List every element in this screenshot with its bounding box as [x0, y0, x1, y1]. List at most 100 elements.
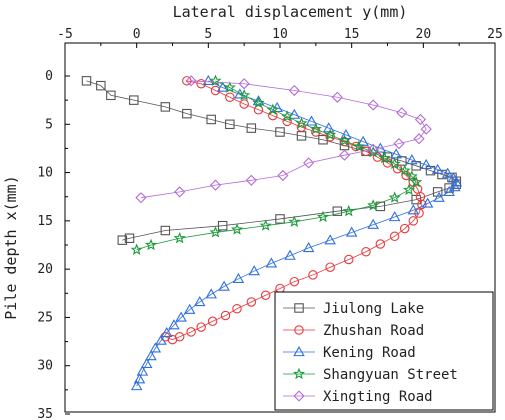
y-tick-label: 10	[37, 166, 53, 181]
data-point-shangyuan-street	[281, 110, 294, 122]
series-line-xingting-road	[140, 80, 427, 199]
data-point-shangyuan-street	[352, 140, 365, 152]
data-point-jiulong-lake	[275, 127, 285, 137]
data-point-zhushan-road	[308, 270, 318, 280]
data-point-kening-road	[324, 234, 336, 245]
data-point-kening-road	[420, 158, 432, 170]
x-tick-label: -5	[57, 27, 73, 42]
x-tick-label: 25	[487, 27, 503, 42]
data-point-jiulong-lake	[275, 214, 285, 224]
data-point-zhushan-road	[196, 78, 206, 89]
x-axis-title: Lateral displacement y(mm)	[173, 3, 408, 21]
series-shangyuan-street	[130, 74, 423, 255]
legend-marker-xingting-road	[293, 390, 305, 402]
x-tick-label: 5	[204, 27, 212, 42]
data-point-xingting-road	[367, 143, 379, 156]
legend-marker-jiulong-lake	[294, 303, 304, 313]
data-point-xingting-road	[209, 179, 222, 191]
y-tick-label: 30	[37, 359, 53, 374]
data-point-xingting-road	[331, 91, 343, 103]
data-point-kening-road	[216, 81, 229, 92]
data-point-zhushan-road	[186, 327, 196, 337]
legend-marker-zhushan-road	[294, 325, 304, 335]
series-xingting-road	[135, 75, 432, 204]
data-point-xingting-road	[396, 107, 408, 119]
data-point-shangyuan-street	[130, 243, 143, 255]
y-axis-ticks: 0 5 10 15 20 25 30 35	[37, 69, 70, 420]
data-point-zhushan-road	[225, 92, 235, 102]
data-point-zhushan-road	[289, 276, 300, 287]
data-point-shangyuan-street	[252, 96, 265, 109]
data-point-kening-road	[175, 311, 187, 322]
y-axis-title: Pile depth x(mm)	[2, 175, 20, 320]
data-point-zhushan-road	[361, 247, 371, 257]
data-point-jiulong-lake	[437, 169, 447, 180]
data-point-xingting-road	[303, 157, 315, 169]
data-point-shangyuan-street	[209, 226, 222, 238]
data-point-kening-road	[305, 115, 318, 126]
data-point-shangyuan-street	[266, 103, 279, 115]
series-layer	[81, 74, 463, 391]
legend-box	[274, 291, 494, 411]
data-point-zhushan-road	[408, 216, 419, 226]
data-point-shangyuan-street	[410, 175, 423, 188]
data-point-kening-road	[433, 191, 445, 202]
data-point-shangyuan-street	[173, 231, 186, 244]
data-point-kening-road	[449, 181, 461, 192]
data-point-zhushan-road	[182, 76, 192, 86]
y-tick-label: 0	[45, 69, 53, 84]
y-tick-label: 25	[37, 310, 53, 325]
data-point-zhushan-road	[239, 99, 249, 109]
y-tick-label: 15	[37, 214, 53, 229]
data-point-kening-road	[345, 226, 358, 237]
data-point-zhushan-road	[196, 322, 206, 332]
data-point-shangyuan-street	[316, 210, 330, 223]
data-point-shangyuan-street	[209, 74, 222, 86]
data-point-kening-road	[155, 334, 167, 345]
data-point-kening-road	[367, 218, 379, 229]
data-point-jiulong-lake	[225, 119, 235, 130]
data-point-kening-road	[130, 380, 143, 391]
data-point-kening-road	[248, 265, 260, 276]
x-tick-label: 20	[416, 27, 432, 42]
data-point-jiulong-lake	[332, 206, 343, 216]
data-point-shangyuan-street	[367, 199, 380, 211]
data-point-shangyuan-street	[295, 116, 308, 129]
data-point-jiulong-lake	[81, 76, 92, 86]
data-point-zhushan-road	[210, 85, 221, 96]
legend-label-shangyuan-street: Shangyuan Street	[323, 367, 458, 383]
x-tick-label: 10	[272, 27, 288, 42]
series-line-shangyuan-street	[136, 80, 417, 251]
legend-label-kening-road: Kening Road	[323, 345, 416, 361]
data-point-kening-road	[140, 357, 153, 368]
data-point-xingting-road	[174, 186, 186, 198]
data-point-jiulong-lake	[217, 220, 228, 231]
data-point-shangyuan-street	[388, 157, 401, 170]
data-point-kening-road	[136, 365, 149, 376]
x-axis-ticks: -5 0 5 10 15 20 25	[57, 27, 503, 48]
data-point-shangyuan-street	[324, 128, 337, 141]
data-point-shangyuan-street	[342, 204, 355, 217]
data-point-zhushan-road	[372, 152, 383, 162]
data-point-zhushan-road	[344, 254, 354, 265]
data-point-jiulong-lake	[117, 235, 128, 245]
data-point-zhushan-road	[339, 136, 350, 147]
data-point-xingting-road	[338, 149, 351, 161]
data-point-kening-road	[232, 272, 245, 283]
data-point-jiulong-lake	[397, 156, 407, 166]
legend-label-xingting-road: Xingting Road	[323, 389, 433, 405]
data-point-kening-road	[168, 319, 180, 330]
series-line-jiulong-lake	[86, 80, 457, 241]
legend-label-zhushan-road: Zhushan Road	[323, 323, 424, 339]
data-point-xingting-road	[185, 75, 197, 87]
x-tick-label: 15	[344, 27, 360, 42]
data-point-kening-road	[374, 142, 387, 153]
data-point-kening-road	[450, 176, 463, 187]
data-point-zhushan-road	[414, 208, 424, 218]
data-point-shangyuan-street	[288, 215, 301, 227]
data-point-kening-road	[421, 197, 434, 208]
data-point-zhushan-road	[246, 297, 257, 307]
data-point-xingting-road	[414, 113, 427, 126]
data-point-kening-road	[183, 303, 196, 314]
